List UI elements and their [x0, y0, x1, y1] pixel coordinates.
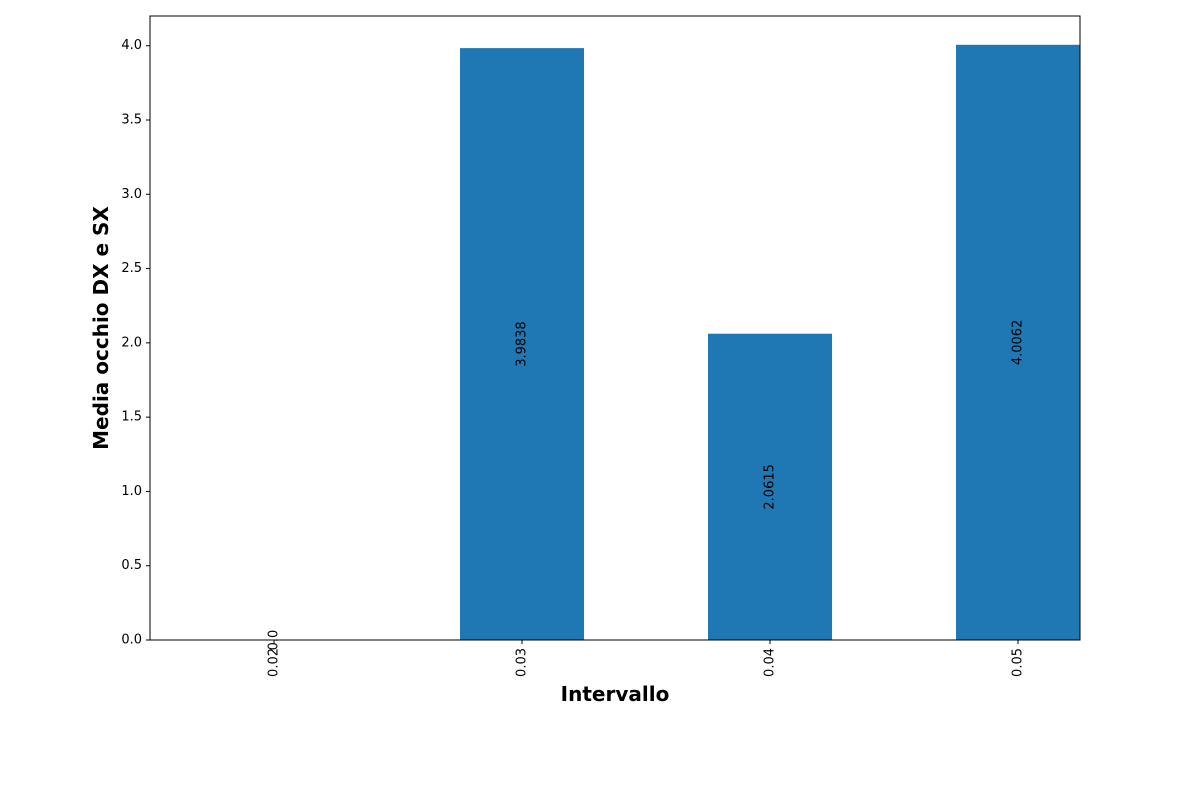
y-tick-label-3.5: 3.5 — [121, 113, 142, 128]
data-label-0.04: 2.0615 — [763, 464, 778, 510]
x-tick-label-0.02: 0.02 — [267, 648, 282, 677]
y-tick-label-3.0: 3.0 — [121, 187, 142, 202]
x-axis-title: Intervallo — [561, 682, 670, 706]
y-axis-ticks: 0.0 0.5 1.0 1.5 2.0 2.5 3.0 3.5 4.0 — [121, 38, 150, 648]
x-axis-ticks: 0.02 0.03 0.04 0.05 — [267, 640, 1026, 677]
plot-frame — [149, 15, 1081, 641]
data-label-0.03: 3.9838 — [515, 321, 530, 367]
bar-0.03 — [460, 48, 584, 640]
y-tick-label-1.5: 1.5 — [121, 410, 142, 425]
data-label-0.05: 4.0062 — [1011, 320, 1026, 366]
bars-group — [460, 44, 1080, 640]
y-axis-title: Media occhio DX e SX — [89, 206, 113, 450]
bar-0.04 — [708, 333, 832, 640]
y-tick-label-0.5: 0.5 — [121, 558, 142, 573]
x-tick-label-0.05: 0.05 — [1011, 648, 1026, 677]
bar-0.05 — [956, 44, 1080, 640]
y-tick-label-1.0: 1.0 — [121, 484, 142, 499]
y-tick-label-0.0: 0.0 — [121, 633, 142, 648]
x-tick-label-0.03: 0.03 — [515, 648, 530, 677]
y-tick-label-2.0: 2.0 — [121, 335, 142, 350]
y-tick-label-4.0: 4.0 — [121, 38, 142, 53]
x-tick-label-0.04: 0.04 — [763, 648, 778, 677]
y-tick-label-2.5: 2.5 — [121, 261, 142, 276]
